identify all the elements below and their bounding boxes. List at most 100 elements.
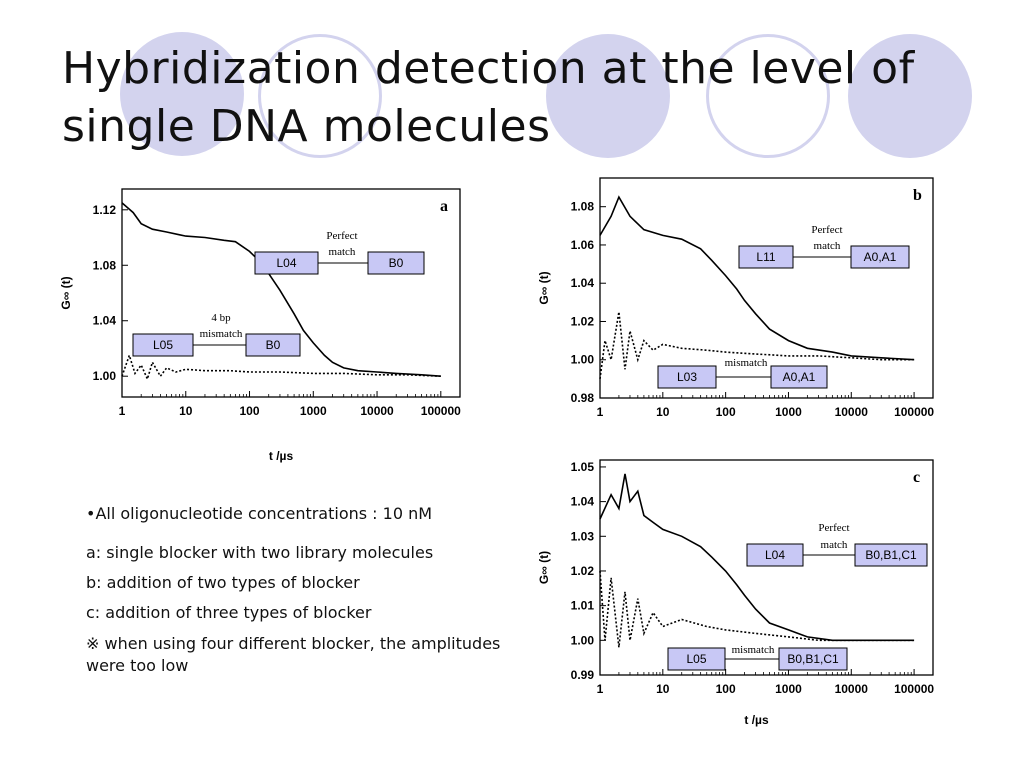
- chart-b-ytick-label: 1.04: [571, 276, 595, 290]
- chart-c-annotation-right-text: B0,B1,C1: [865, 548, 917, 562]
- chart-b-ytick-label: 1.06: [571, 238, 595, 252]
- chart-a-ylabel: G∞ (t): [59, 276, 73, 309]
- chart-b-xtick-label: 10: [656, 405, 670, 419]
- chart-c-xtick-label: 10: [656, 682, 670, 696]
- chart-c-annotation-box-left: [746, 543, 804, 567]
- chart-b-ytick-label: 1.08: [571, 200, 595, 214]
- chart-c-xtick-label: 10000: [835, 682, 869, 696]
- chart-c-xlabel: t /µs: [744, 713, 769, 727]
- chart-a-annotation-box-right: [367, 251, 425, 275]
- chart-panel-c: 1 10 100 1000 10000 100000 0.99 1.00 1.01 1.02 1.0…: [525, 452, 975, 732]
- chart-a-annotation-box-right: [245, 333, 301, 357]
- chart-b-xtick-label: 10000: [835, 405, 869, 419]
- chart-a-xtick-label: 10000: [360, 404, 394, 418]
- chart-a-svg: 1 10 100 1000 10000 100000 1.00 1.04 1.08 1.12 t /…: [59, 188, 461, 463]
- chart-b-ylabel: G∞ (t): [537, 271, 551, 304]
- chart-a-annotation-label: mismatch: [200, 328, 243, 340]
- chart-a-panel-label: a: [440, 198, 448, 215]
- chart-c-ytick-label: 1.05: [571, 460, 595, 474]
- title-line-1: Hybridization detection at the level of: [62, 43, 915, 94]
- chart-a-xtick-label: 100: [240, 404, 260, 418]
- note-c: c: addition of three types of blocker: [86, 603, 372, 622]
- decor-circle-2: [258, 34, 382, 158]
- chart-c-series-solid-line: [599, 473, 915, 642]
- chart-a-annotation-right-text: B0: [389, 256, 404, 270]
- chart-b-annotation-right-text: A0,A1: [864, 250, 897, 264]
- chart-a-series-dotted-line: [121, 352, 441, 382]
- chart-a-xlabel: t /µs: [269, 449, 294, 463]
- chart-b-ytick-label: 1.00: [571, 353, 595, 367]
- chart-a-xtick-label: 100000: [421, 404, 461, 418]
- chart-c-annotation-box-left: [667, 647, 726, 671]
- chart-b-svg: 1 10 100 1000 10000 100000 0.98 1.00 1.02 1.04 1.0…: [537, 177, 934, 419]
- chart-c-ytick-label: 1.02: [571, 564, 595, 578]
- chart-b-ytick-label: 1.02: [571, 314, 595, 328]
- chart-a-annotation-label: 4 bp: [211, 312, 231, 324]
- chart-b-xtick-label: 100000: [894, 405, 934, 419]
- chart-c-annotation-left-text: L04: [765, 548, 785, 562]
- notes-block: •All oligonucleotide concentrations : 10…: [86, 504, 506, 677]
- chart-b-annotation-label: mismatch: [725, 357, 768, 369]
- chart-panel-a: 1 10 100 1000 10000 100000 1.00 1.04 1.08 1.12 t /…: [50, 182, 500, 472]
- chart-c-ytick-label: 1.00: [571, 633, 595, 647]
- chart-c-xtick-label: 1: [597, 682, 604, 696]
- chart-c-annotation-label: Perfect: [818, 522, 849, 534]
- chart-b-annotation-left-text: L03: [677, 370, 697, 384]
- chart-c-annotation-label: mismatch: [732, 644, 775, 656]
- chart-b-xtick-label: 1: [597, 405, 604, 419]
- chart-b-annotation-box-right: [850, 245, 910, 269]
- chart-panel-b: 1 10 100 1000 10000 100000 0.98 1.00 1.02 1.04 1.0…: [525, 170, 975, 432]
- chart-c-ytick-label: 1.04: [571, 495, 595, 509]
- decor-circle-4: [706, 34, 830, 158]
- chart-a-annotation-right-text: B0: [266, 338, 281, 352]
- chart-b-annotation-box-left: [657, 365, 717, 389]
- chart-c-frame: [599, 459, 934, 676]
- chart-b-annotation-left-text: L11: [756, 250, 775, 264]
- chart-b-annotation-box-left: [738, 245, 794, 269]
- chart-a-frame: [121, 188, 461, 398]
- chart-b-xtick-label: 1000: [775, 405, 802, 419]
- chart-c-ytick-label: 1.03: [571, 529, 595, 543]
- chart-b-panel-label: b: [913, 187, 922, 204]
- note-concentration: •All oligonucleotide concentrations : 10…: [86, 504, 433, 523]
- decor-circle-5: [848, 34, 972, 158]
- chart-a-annotation-label: Perfect: [326, 230, 357, 242]
- chart-c-ytick-label: 1.01: [571, 599, 595, 613]
- chart-a-xtick-label: 1: [119, 404, 126, 418]
- title-line-2: single DNA molecules: [62, 101, 551, 152]
- chart-b-annotation-label: Perfect: [811, 224, 842, 236]
- chart-b-series-dotted-line: [599, 311, 915, 380]
- chart-c-annotation-box-right: [778, 647, 848, 671]
- chart-a-annotation-box-left: [132, 333, 194, 357]
- chart-a-annotation-left-text: L05: [153, 338, 173, 352]
- chart-b-ytick-label: 0.98: [571, 391, 595, 405]
- note-four-blocker: ※ when using four different blocker, the…: [86, 634, 501, 675]
- chart-c-series-dotted-line: [599, 570, 915, 648]
- chart-a-annotation-box-left: [254, 251, 319, 275]
- chart-a-ytick-label: 1.12: [93, 203, 117, 217]
- chart-c-annotation-box-right: [854, 543, 928, 567]
- chart-c-annotation-right-text: B0,B1,C1: [787, 652, 839, 666]
- chart-c-svg: 1 10 100 1000 10000 100000 0.99 1.00 1.01 1.02 1.0…: [537, 459, 934, 727]
- chart-b-series-solid-line: [599, 195, 915, 361]
- chart-a-ytick-label: 1.04: [93, 314, 117, 328]
- chart-b-annotation-box-right: [770, 365, 828, 389]
- note-a: a: single blocker with two library molec…: [86, 543, 434, 562]
- chart-c-ytick-label: 0.99: [571, 668, 595, 682]
- decor-circle-3: [546, 34, 670, 158]
- decor-circle-1: [120, 32, 244, 156]
- chart-c-xtick-label: 100000: [894, 682, 934, 696]
- chart-b-frame: [599, 177, 934, 399]
- chart-c-panel-label: c: [913, 469, 920, 486]
- chart-a-annotation-left-text: L04: [276, 256, 296, 270]
- chart-a-xtick-label: 10: [179, 404, 193, 418]
- chart-c-xtick-label: 1000: [775, 682, 802, 696]
- chart-c-annotation-left-text: L05: [686, 652, 706, 666]
- note-b: b: addition of two types of blocker: [86, 573, 360, 592]
- chart-c-ylabel: G∞ (t): [537, 551, 551, 584]
- chart-c-annotation-label: match: [821, 539, 848, 551]
- chart-a-xtick-label: 1000: [300, 404, 327, 418]
- chart-b-annotation-label: match: [814, 240, 841, 252]
- chart-b-annotation-right-text: A0,A1: [783, 370, 816, 384]
- chart-a-ytick-label: 1.08: [93, 258, 117, 272]
